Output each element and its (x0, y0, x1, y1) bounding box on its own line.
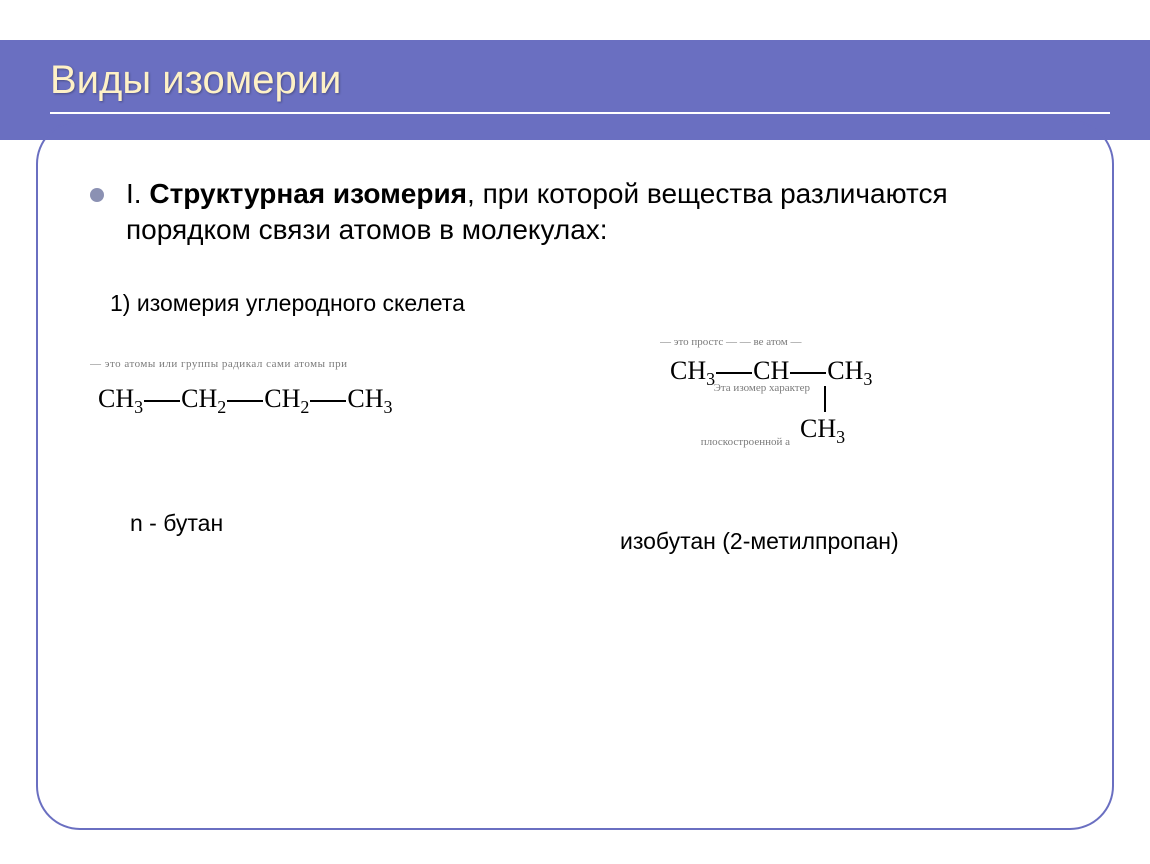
name-n-butane: n - бутан (130, 510, 223, 537)
scan-artifact: Эта изомер характер (660, 382, 810, 394)
bullet-text: I. Структурная изомерия, при которой вещ… (126, 176, 1070, 249)
bullet-dot-icon (90, 188, 104, 202)
main-bullet: I. Структурная изомерия, при которой вещ… (90, 176, 1070, 249)
name-isobutane: изобутан (2-метилпропан) (620, 528, 899, 555)
slide: Виды изомерии I. Структурная изомерия, п… (0, 0, 1150, 864)
slide-title: Виды изомерии (50, 58, 341, 103)
subtype-label: 1) изомерия углеродного скелета (110, 290, 465, 317)
isobutane-branch: CH3 (800, 414, 845, 448)
title-underline (50, 112, 1110, 114)
bullet-bold: Структурная изомерия (149, 178, 467, 209)
bullet-numeral: I. (126, 178, 142, 209)
vertical-bond (824, 386, 826, 412)
scan-artifact: — это атомы или группы радикал сами атом… (90, 358, 510, 370)
scan-artifact: плоскостроенной а (660, 436, 790, 448)
formula-n-butane: — это атомы или группы радикал сами атом… (90, 360, 510, 440)
scan-artifact: — это простс — — ве атом — (660, 336, 1020, 348)
butane-chain: CH3CH2CH2CH3 (98, 384, 393, 418)
formula-isobutane: — это простс — — ве атом — CH3CHCH3 Эта … (660, 336, 1020, 476)
